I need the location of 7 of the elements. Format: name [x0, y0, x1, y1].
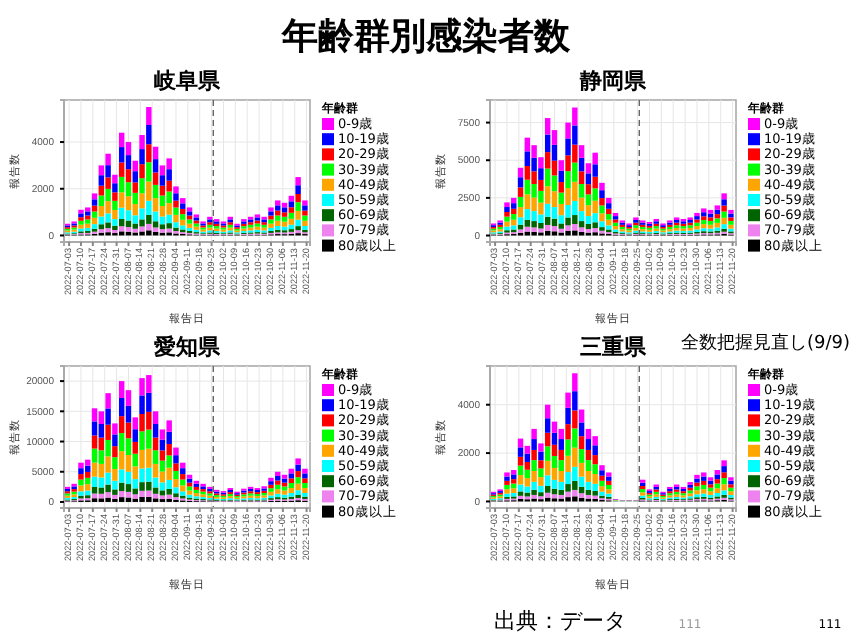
chart-title: 岐阜県	[154, 68, 222, 94]
text: 全数把握見直し(9/9)	[680, 332, 850, 354]
chart-title: 三重県	[580, 334, 648, 360]
chart-title: 静岡県	[578, 68, 648, 94]
chart-title: 愛知県	[154, 334, 222, 360]
source-note: 出典：データ	[494, 608, 626, 634]
text: 年齢群別感染者数	[280, 16, 572, 58]
